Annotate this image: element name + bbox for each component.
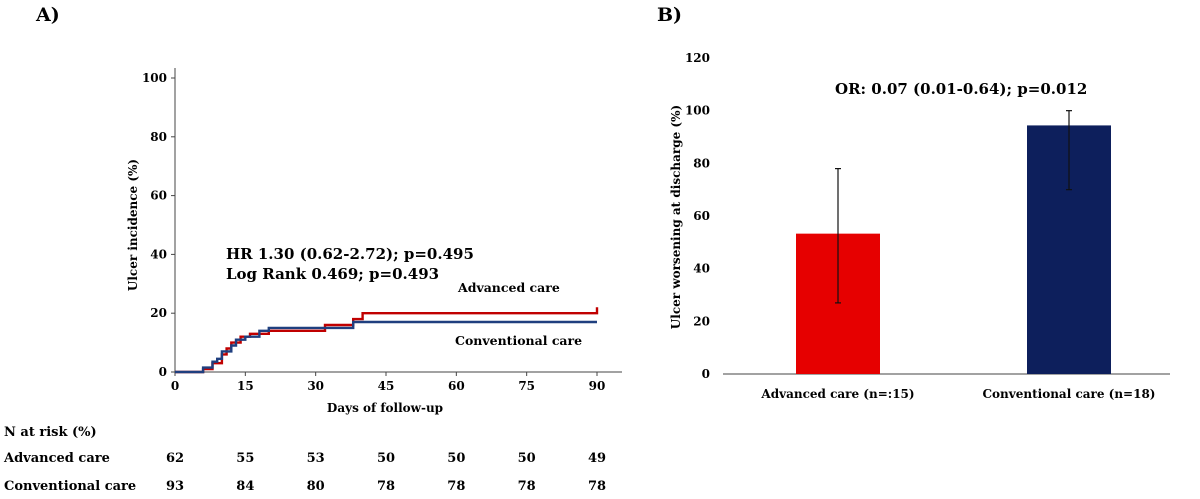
risk-row-label-conventional: Conventional care <box>4 479 136 494</box>
risk-value-advanced: 50 <box>447 451 465 466</box>
risk-value-advanced: 50 <box>518 451 536 466</box>
bar-category-label-advanced: Advanced care (n=:15) <box>760 387 914 401</box>
panel-a-label: A) <box>35 4 60 26</box>
risk-value-conventional: 78 <box>447 479 465 494</box>
km-y-tick-label: 0 <box>159 365 167 379</box>
km-label-conventional: Conventional care <box>455 333 582 348</box>
km-x-tick-label: 90 <box>589 379 606 393</box>
risk-value-conventional: 78 <box>518 479 536 494</box>
risk-table: N at risk (%) Advanced care Conventional… <box>3 425 606 494</box>
bar-y-tick-label: 100 <box>685 104 710 118</box>
risk-value-conventional: 80 <box>307 479 325 494</box>
bar-series: Advanced care (n=:15) Conventional care (… <box>760 110 1156 401</box>
km-y-tick-label: 40 <box>150 247 167 261</box>
risk-value-conventional: 78 <box>377 479 395 494</box>
km-x-tick-label: 60 <box>448 379 465 393</box>
risk-value-advanced: 55 <box>236 451 254 466</box>
km-x-axis-title: Days of follow-up <box>327 401 443 415</box>
bar-y-tick-label: 120 <box>685 51 710 65</box>
bar-category-label-conventional: Conventional care (n=18) <box>982 387 1155 401</box>
km-x-tick-label: 15 <box>237 379 254 393</box>
bar-y-tick-label: 60 <box>693 209 710 223</box>
panel-b-label: B) <box>657 4 682 26</box>
bar-y-tick-label: 0 <box>702 367 710 381</box>
km-y-tick-label: 80 <box>150 130 167 144</box>
km-y-tick-label: 20 <box>150 306 167 320</box>
km-y-tick-label: 100 <box>142 71 167 85</box>
km-x-tick-label: 30 <box>307 379 324 393</box>
km-curves <box>175 307 599 374</box>
risk-value-advanced: 53 <box>307 451 325 466</box>
km-y-axis-title: Ulcer incidence (%) <box>126 159 140 291</box>
km-hr-annotation: HR 1.30 (0.62-2.72); p=0.495 <box>226 245 474 263</box>
bar-advanced <box>796 233 880 374</box>
bar-axes: 0 20 40 60 80 100 120 <box>685 51 1170 381</box>
risk-value-conventional: 78 <box>588 479 606 494</box>
bar-or-annotation: OR: 0.07 (0.01-0.64); p=0.012 <box>835 80 1087 98</box>
km-axes: 0 20 40 60 80 100 0 15 30 45 60 75 90 <box>142 68 622 393</box>
km-x-tick-label: 45 <box>378 379 395 393</box>
risk-value-advanced: 49 <box>588 451 606 466</box>
bar-y-tick-label: 20 <box>693 314 710 328</box>
risk-row-label-advanced: Advanced care <box>3 451 110 466</box>
km-curve-conventional <box>175 320 597 374</box>
km-x-tick-label: 75 <box>518 379 535 393</box>
risk-value-conventional: 93 <box>166 479 184 494</box>
risk-value-advanced: 62 <box>166 451 184 466</box>
km-label-advanced: Advanced care <box>457 280 560 295</box>
risk-value-advanced: 50 <box>377 451 395 466</box>
risk-value-conventional: 84 <box>236 479 254 494</box>
km-y-tick-label: 60 <box>150 189 167 203</box>
risk-table-header: N at risk (%) <box>4 425 97 440</box>
km-logrank-annotation: Log Rank 0.469; p=0.493 <box>226 265 439 283</box>
bar-y-axis-title: Ulcer worsening at discharge (%) <box>669 105 683 329</box>
km-x-tick-label: 0 <box>171 379 179 393</box>
bar-y-tick-label: 80 <box>693 156 710 170</box>
km-chart: A) 0 20 40 60 80 100 0 15 30 45 60 75 90 Days of fol… <box>3 4 622 494</box>
bar-conventional <box>1027 125 1111 374</box>
bar-y-tick-label: 40 <box>693 262 710 276</box>
